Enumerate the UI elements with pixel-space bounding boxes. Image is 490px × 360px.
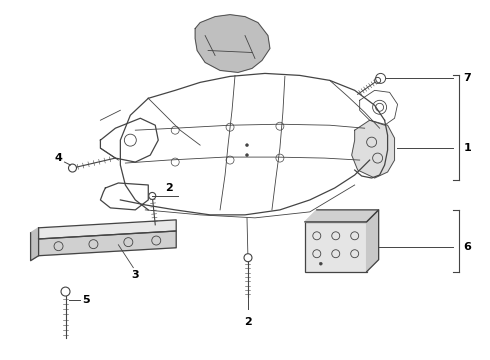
Polygon shape bbox=[367, 210, 379, 272]
Text: 6: 6 bbox=[464, 242, 471, 252]
Circle shape bbox=[319, 262, 322, 265]
Text: 2: 2 bbox=[244, 318, 252, 328]
Text: 5: 5 bbox=[82, 294, 90, 305]
Polygon shape bbox=[39, 231, 176, 256]
Polygon shape bbox=[39, 220, 176, 239]
Text: 4: 4 bbox=[54, 153, 62, 163]
Text: 3: 3 bbox=[131, 270, 139, 280]
Circle shape bbox=[149, 193, 156, 199]
Circle shape bbox=[245, 144, 248, 147]
Polygon shape bbox=[305, 210, 379, 222]
Bar bbox=[305, 222, 367, 272]
Text: 1: 1 bbox=[464, 143, 471, 153]
Circle shape bbox=[69, 164, 76, 172]
Text: 7: 7 bbox=[464, 73, 471, 84]
Text: 2: 2 bbox=[165, 183, 173, 193]
Circle shape bbox=[61, 287, 70, 296]
Polygon shape bbox=[30, 228, 39, 261]
Circle shape bbox=[245, 154, 248, 157]
Circle shape bbox=[375, 77, 381, 84]
Circle shape bbox=[244, 254, 252, 262]
Polygon shape bbox=[195, 15, 270, 72]
Polygon shape bbox=[352, 120, 394, 178]
